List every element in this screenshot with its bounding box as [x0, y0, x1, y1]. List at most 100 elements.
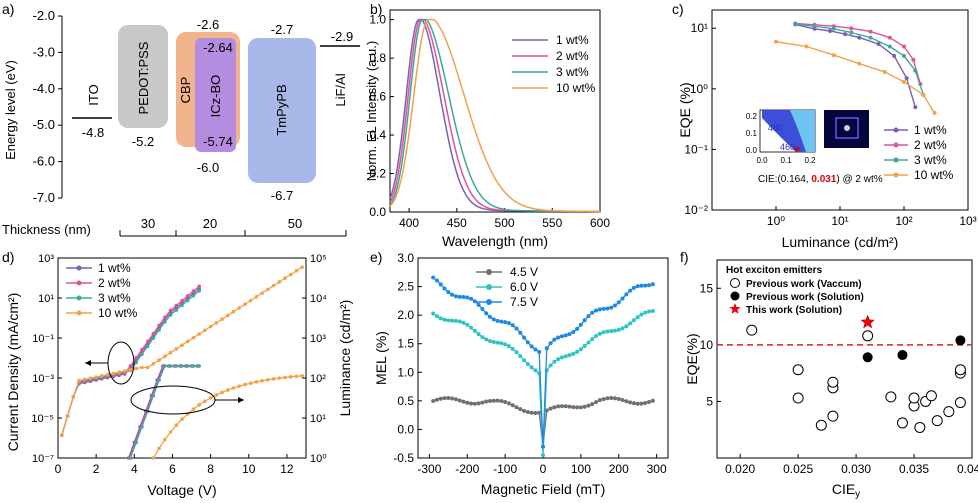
current-point	[237, 306, 242, 310]
panel-c-ylabel: EQE (%)	[677, 82, 693, 137]
current-point	[248, 298, 253, 303]
current-point	[151, 336, 156, 340]
eqe-point	[911, 57, 916, 62]
current-point	[134, 366, 139, 371]
lifal-name: LiF/Al	[333, 73, 348, 106]
panel-d-xlabel: Voltage (V)	[147, 482, 216, 498]
vacuum-point	[792, 392, 804, 404]
eqe-point	[831, 26, 836, 31]
mel-point	[503, 320, 508, 325]
panel-b-ytick-label: 1.0	[369, 13, 386, 27]
cbp-name: CBP	[178, 77, 193, 104]
panel-f-label: f)	[680, 249, 689, 265]
panel-c-xtick-label: 10³	[959, 214, 976, 228]
panel-b: b) Norm. EL Intensity (a.u.) Wavelength …	[364, 1, 610, 249]
lifal-lumo: -2.9	[331, 29, 353, 44]
panel-e-xtick-label: -300	[417, 462, 441, 476]
current-point	[197, 332, 201, 336]
mel-point	[472, 299, 477, 304]
mel-point	[514, 350, 519, 355]
cie-inset: 480 460 0.2 0.1 0.0 0.0 0.1 0.2 CIE:(0.1…	[746, 109, 883, 185]
panel-d-ytick-label: 10¹	[38, 293, 54, 305]
current-point	[88, 376, 93, 381]
panel-e-label: e)	[370, 249, 382, 265]
mel-point	[476, 401, 481, 406]
panel-c-ytick-label: 10⁻²	[684, 203, 708, 217]
luminance-arrowhead	[238, 397, 244, 403]
mel-point	[450, 318, 455, 323]
vacuum-point	[746, 324, 758, 336]
luminance-curve	[128, 365, 199, 459]
mel-point	[484, 337, 489, 342]
cie-xtick: 0.2	[804, 156, 816, 165]
eqe-point	[857, 35, 862, 40]
eqe-point	[843, 32, 848, 37]
panel-c-xtick-label: 10¹	[831, 214, 848, 228]
eqe-point	[804, 44, 809, 49]
current-point	[260, 291, 264, 295]
legend-marker	[730, 278, 740, 288]
luminance-point	[197, 364, 201, 368]
mel-point	[582, 404, 587, 409]
mel-point	[446, 396, 451, 401]
panel-d-xtick-label: 10	[242, 462, 256, 476]
mel-point	[631, 285, 636, 290]
mel-point	[480, 400, 485, 405]
panel-b-label: b)	[370, 1, 382, 17]
mel-point	[650, 309, 655, 314]
luminance-point	[231, 386, 236, 390]
panel-e-ylabel: MEL (%)	[373, 331, 389, 385]
luminance-point	[180, 364, 184, 368]
panel-e-ytick-label: 3.0	[397, 251, 414, 265]
mel-point	[491, 340, 496, 345]
luminance-point	[271, 377, 276, 381]
panel-d-ytick-label: 10⁻⁷	[32, 453, 54, 465]
luminance-point	[134, 440, 139, 445]
legend-marker	[486, 284, 492, 290]
legend-label: 10 wt%	[914, 168, 954, 182]
thickness-etl: 50	[288, 216, 302, 231]
panel-e-xtick-label: 200	[609, 462, 629, 476]
mel-point	[586, 403, 591, 408]
panel-a-ytick-label: -4.0	[33, 81, 55, 96]
current-point	[82, 377, 87, 382]
mel-point	[616, 396, 621, 401]
mel-point	[450, 292, 455, 297]
current-point	[220, 317, 224, 321]
legend-marker	[486, 299, 492, 305]
mel-point	[495, 340, 500, 345]
current-point	[174, 308, 179, 312]
current-point	[140, 347, 144, 352]
luminance-point	[191, 364, 196, 368]
mel-point	[434, 314, 439, 319]
ito-name: ITO	[86, 84, 101, 105]
mel-point	[620, 326, 625, 331]
mel-point	[514, 326, 519, 331]
panel-e: e) MEL (%) Magnetic Field (mT) -300 -200-…	[370, 249, 669, 497]
mel-point	[465, 322, 470, 327]
panel-d-xtick-label: 12	[280, 462, 294, 476]
current-point	[271, 283, 276, 288]
mel-point	[533, 410, 538, 415]
cie-ytick: 0.0	[746, 146, 758, 155]
panel-a-ylabel: Energy level (eV)	[3, 60, 18, 160]
vacuum-point	[896, 417, 908, 429]
mel-point	[559, 334, 564, 339]
mel-point	[612, 396, 617, 401]
mel-point	[518, 407, 523, 412]
cbp-lumo: -2.6	[197, 17, 219, 32]
mel-point	[635, 401, 640, 406]
luminance-curve	[127, 365, 198, 459]
mel-point	[628, 321, 633, 326]
cie-gamut-light	[790, 110, 815, 152]
luminance-curve	[129, 365, 200, 459]
mel-point	[525, 340, 530, 345]
current-point	[65, 414, 70, 418]
current-point	[111, 371, 116, 376]
cie-ytick: 0.2	[746, 112, 758, 121]
eqe-point	[902, 79, 906, 84]
mel-point	[612, 328, 617, 333]
current-point	[283, 276, 287, 281]
mel-point	[628, 288, 633, 293]
mel-point	[461, 320, 466, 325]
